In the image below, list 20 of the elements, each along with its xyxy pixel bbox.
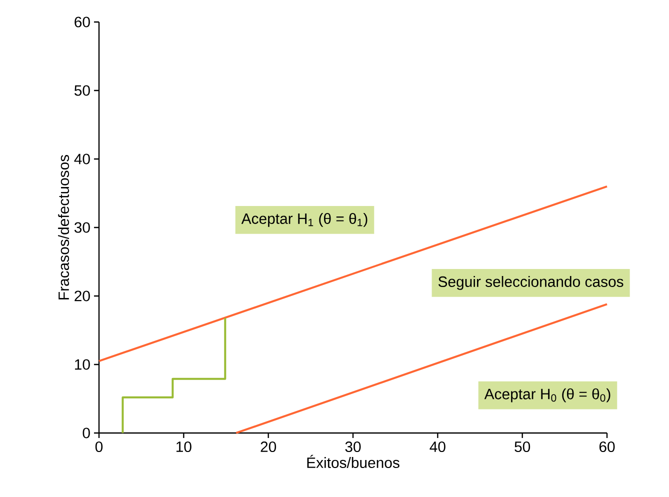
y-tick-label: 10	[75, 359, 90, 370]
y-tick-label: 20	[74, 290, 90, 302]
y-axis-title: Fracasos/defectuosos	[58, 154, 70, 300]
y-tick-label: 40	[74, 154, 90, 164]
x-tick-label: 0	[95, 441, 103, 452]
x-tick-label: 60	[599, 441, 615, 452]
annotation: Aceptar H$_{0}$ (θ = θ$_{0}$)	[484, 388, 610, 402]
x-tick-label: 10	[176, 441, 192, 452]
x-tick-label: 40	[430, 441, 446, 452]
y-tick-label: 30	[74, 222, 90, 233]
line-series	[122, 316, 226, 434]
x-tick-label: 30	[345, 441, 361, 452]
y-tick-label: 0	[82, 428, 90, 438]
y-tick-label: 50	[74, 85, 90, 96]
x-tick-label: 50	[514, 441, 530, 452]
x-axis-title: Éxitos/buenos	[307, 454, 400, 468]
x-tick-label: 20	[260, 441, 276, 452]
annotation: Aceptar H$_{1}$ (θ = θ$_{1}$)	[241, 212, 368, 227]
annotation: Seguir seleccionando casos	[438, 276, 624, 290]
y-tick-label: 60	[74, 16, 90, 28]
